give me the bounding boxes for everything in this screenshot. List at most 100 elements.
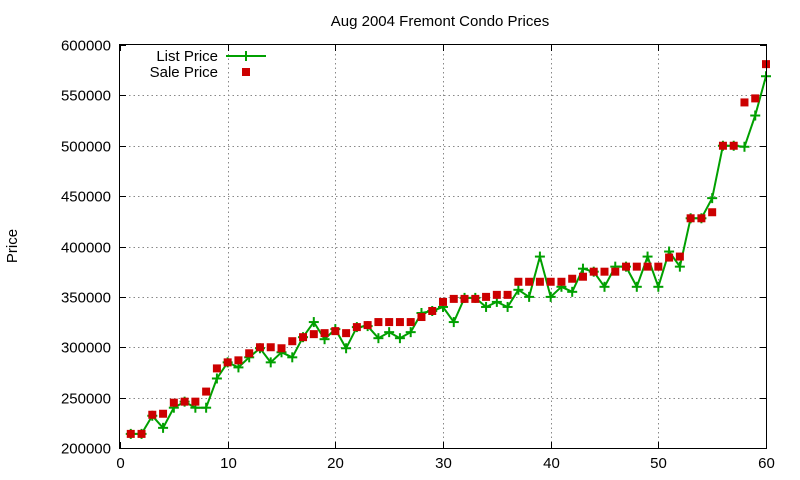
data-point-sale-price bbox=[718, 141, 727, 150]
data-point-list-price bbox=[394, 333, 405, 344]
y-tick-label: 450000 bbox=[61, 189, 111, 206]
legend-label-sale-price: Sale Price bbox=[150, 64, 218, 81]
data-point-sale-price bbox=[665, 253, 674, 262]
grid bbox=[120, 45, 766, 448]
data-point-sale-price bbox=[309, 330, 318, 339]
data-point-list-price bbox=[341, 343, 352, 354]
x-tick-label: 40 bbox=[543, 455, 560, 472]
y-tick-label: 550000 bbox=[61, 88, 111, 105]
data-point-sale-price bbox=[751, 94, 760, 103]
y-tick-label: 350000 bbox=[61, 290, 111, 307]
data-point-sale-price bbox=[675, 252, 684, 261]
data-point-sale-price bbox=[395, 318, 404, 327]
y-tick-label: 500000 bbox=[61, 139, 111, 156]
data-point-sale-price bbox=[557, 277, 566, 286]
data-point-list-price bbox=[373, 333, 384, 344]
data-point-sale-price bbox=[299, 333, 308, 342]
data-point-sale-price bbox=[568, 274, 577, 283]
x-tick-label: 10 bbox=[220, 455, 237, 472]
legend-marker-sale-price bbox=[242, 68, 250, 76]
legend-label-list-price: List Price bbox=[156, 48, 218, 65]
data-point-sale-price bbox=[406, 318, 415, 327]
data-point-list-price bbox=[201, 402, 212, 413]
data-point-list-price bbox=[739, 141, 750, 152]
data-point-sale-price bbox=[223, 358, 232, 367]
data-point-sale-price bbox=[385, 318, 394, 327]
series bbox=[125, 60, 771, 439]
data-point-list-price bbox=[577, 263, 588, 274]
data-point-sale-price bbox=[417, 313, 426, 322]
y-tick-label: 600000 bbox=[61, 38, 111, 55]
data-point-sale-price bbox=[611, 267, 620, 276]
x-tick-label: 50 bbox=[650, 455, 667, 472]
data-point-sale-price bbox=[525, 277, 534, 286]
legend-marker-list-price bbox=[241, 51, 251, 61]
data-point-sale-price bbox=[148, 410, 157, 419]
legend: List Price Sale Price bbox=[150, 48, 266, 81]
data-point-sale-price bbox=[428, 306, 437, 315]
data-point-sale-price bbox=[234, 356, 243, 365]
chart-title: Aug 2004 Fremont Condo Prices bbox=[331, 13, 549, 30]
data-point-sale-price bbox=[460, 294, 469, 303]
data-point-sale-price bbox=[503, 290, 512, 299]
data-point-list-price bbox=[211, 373, 222, 384]
data-point-list-price bbox=[287, 352, 298, 363]
data-point-sale-price bbox=[482, 292, 491, 301]
data-point-list-price bbox=[405, 327, 416, 338]
axis-ticks: 200000 250000 300000 350000 400000 450000 5000… bbox=[61, 38, 775, 473]
data-point-sale-price bbox=[708, 208, 717, 217]
data-point-sale-price bbox=[471, 294, 480, 303]
data-point-sale-price bbox=[632, 262, 641, 271]
data-point-sale-price bbox=[137, 429, 146, 438]
y-tick-label: 300000 bbox=[61, 340, 111, 357]
data-point-sale-price bbox=[331, 327, 340, 336]
x-tick-label: 60 bbox=[758, 455, 775, 472]
data-point-sale-price bbox=[729, 141, 738, 150]
data-point-list-price bbox=[534, 251, 545, 262]
series-sale-price bbox=[126, 60, 770, 438]
data-point-sale-price bbox=[126, 429, 135, 438]
data-point-list-price bbox=[653, 281, 664, 292]
y-tick-label: 400000 bbox=[61, 240, 111, 257]
data-point-sale-price bbox=[546, 277, 555, 286]
data-point-sale-price bbox=[212, 364, 221, 373]
series-list-price bbox=[125, 71, 771, 439]
data-point-list-price bbox=[599, 281, 610, 292]
data-point-list-price bbox=[567, 286, 578, 297]
data-point-sale-price bbox=[439, 297, 447, 306]
data-point-list-price bbox=[750, 110, 761, 121]
data-point-sale-price bbox=[266, 343, 275, 352]
data-point-sale-price bbox=[352, 323, 361, 332]
data-point-list-price bbox=[545, 291, 556, 302]
data-point-list-price bbox=[448, 317, 459, 328]
data-point-sale-price bbox=[622, 262, 631, 271]
data-point-sale-price bbox=[288, 337, 297, 346]
data-point-sale-price bbox=[697, 214, 706, 223]
data-point-list-price bbox=[481, 301, 492, 312]
data-point-list-price bbox=[524, 291, 535, 302]
data-point-sale-price bbox=[180, 397, 189, 406]
data-point-sale-price bbox=[740, 98, 749, 107]
data-point-sale-price bbox=[277, 344, 286, 353]
data-point-sale-price bbox=[589, 267, 598, 276]
data-point-sale-price bbox=[535, 277, 544, 286]
data-point-sale-price bbox=[578, 272, 587, 281]
plot-frame bbox=[119, 44, 767, 449]
data-point-list-price bbox=[265, 357, 276, 368]
data-point-sale-price bbox=[202, 387, 211, 396]
data-point-sale-price bbox=[514, 277, 523, 286]
data-point-sale-price bbox=[342, 329, 351, 338]
data-point-list-price bbox=[502, 301, 513, 312]
x-tick-label: 20 bbox=[327, 455, 344, 472]
data-point-list-price bbox=[707, 193, 718, 204]
data-point-sale-price bbox=[363, 321, 372, 330]
data-point-sale-price bbox=[600, 267, 609, 276]
x-tick-label: 0 bbox=[116, 455, 124, 472]
data-point-sale-price bbox=[159, 409, 168, 418]
data-point-sale-price bbox=[374, 318, 383, 327]
data-point-sale-price bbox=[686, 214, 695, 223]
data-point-list-price bbox=[674, 261, 685, 272]
data-point-sale-price bbox=[643, 262, 652, 271]
data-point-list-price bbox=[158, 422, 169, 433]
